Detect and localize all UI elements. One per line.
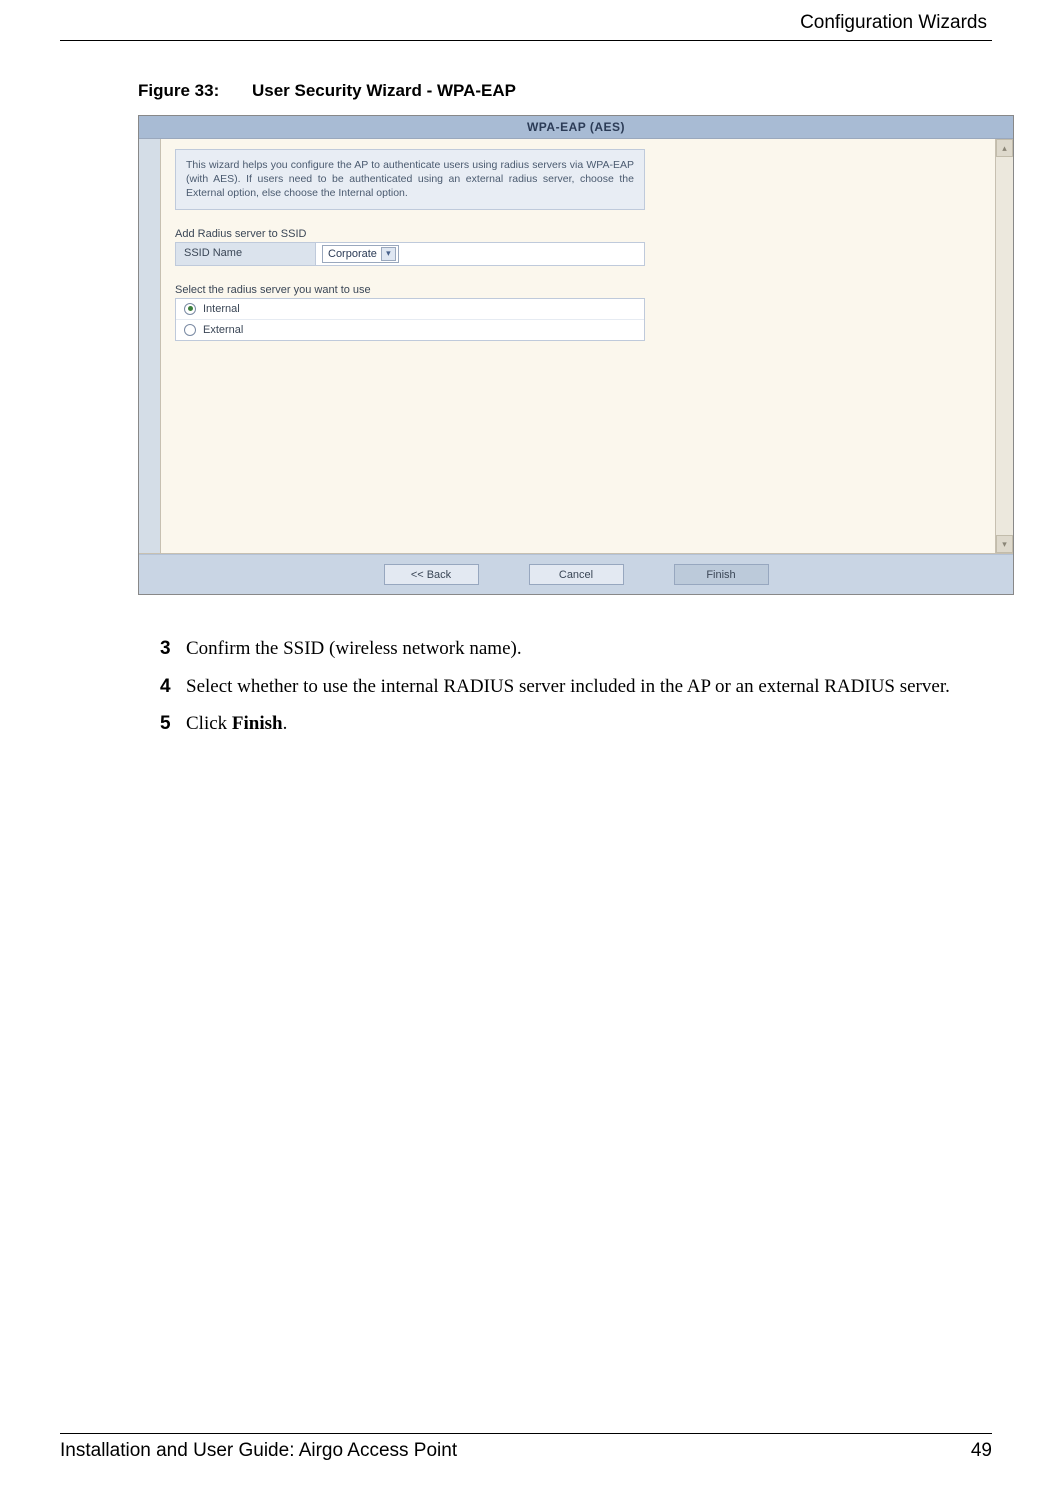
step-number: 3	[160, 635, 186, 663]
ssid-value-cell: Corporate ▾	[316, 243, 644, 265]
radio-external[interactable]: External	[176, 320, 644, 340]
scroll-up-icon[interactable]: ▴	[996, 139, 1013, 157]
wizard-title-bar: WPA-EAP (AES)	[139, 116, 1013, 139]
wizard-body: This wizard helps you configure the AP t…	[139, 139, 1013, 554]
wizard-sidebar	[139, 139, 161, 553]
radius-section-label: Select the radius server you want to use	[175, 284, 981, 296]
step-text: Select whether to use the internal RADIU…	[186, 673, 992, 701]
ssid-section-label: Add Radius server to SSID	[175, 228, 981, 240]
figure-number: Figure 33:	[138, 81, 219, 100]
step5-bold: Finish	[232, 713, 283, 734]
radio-internal[interactable]: Internal	[176, 299, 644, 320]
footer-rule	[60, 1433, 992, 1434]
scroll-down-icon[interactable]: ▾	[996, 535, 1013, 553]
step5-suffix: .	[283, 713, 288, 734]
step-number: 5	[160, 710, 186, 738]
page-footer: Installation and User Guide: Airgo Acces…	[60, 1433, 992, 1462]
chevron-down-icon: ▾	[381, 247, 396, 261]
radio-icon	[184, 303, 196, 315]
finish-button[interactable]: Finish	[674, 564, 769, 585]
wizard-help-text: This wizard helps you configure the AP t…	[175, 149, 645, 210]
step-4: 4 Select whether to use the internal RAD…	[160, 673, 992, 701]
step-3: 3 Confirm the SSID (wireless network nam…	[160, 635, 992, 663]
step-text: Confirm the SSID (wireless network name)…	[186, 635, 992, 663]
header-rule	[60, 40, 992, 41]
radio-icon	[184, 324, 196, 336]
scrollbar[interactable]: ▴ ▾	[995, 139, 1013, 553]
footer-guide-title: Installation and User Guide: Airgo Acces…	[60, 1440, 457, 1462]
figure-caption: Figure 33: User Security Wizard - WPA-EA…	[138, 81, 992, 101]
header-section-title: Configuration Wizards	[60, 10, 992, 34]
ssid-dropdown-value: Corporate	[328, 248, 377, 260]
ssid-dropdown[interactable]: Corporate ▾	[322, 245, 399, 263]
radio-external-label: External	[203, 324, 243, 336]
step-number: 4	[160, 673, 186, 701]
ssid-row: SSID Name Corporate ▾	[175, 242, 645, 266]
step-text: Click Finish.	[186, 710, 992, 738]
step-5: 5 Click Finish.	[160, 710, 992, 738]
wizard-window: WPA-EAP (AES) This wizard helps you conf…	[138, 115, 1014, 595]
instruction-steps: 3 Confirm the SSID (wireless network nam…	[160, 635, 992, 738]
wizard-content: This wizard helps you configure the AP t…	[161, 139, 995, 553]
page-number: 49	[971, 1440, 992, 1462]
back-button[interactable]: << Back	[384, 564, 479, 585]
radius-radio-group: Internal External	[175, 298, 645, 341]
wizard-footer: << Back Cancel Finish	[139, 554, 1013, 594]
cancel-button[interactable]: Cancel	[529, 564, 624, 585]
ssid-field-label: SSID Name	[176, 243, 316, 265]
step5-prefix: Click	[186, 713, 232, 734]
radio-internal-label: Internal	[203, 303, 240, 315]
figure-title: User Security Wizard - WPA-EAP	[252, 81, 516, 100]
